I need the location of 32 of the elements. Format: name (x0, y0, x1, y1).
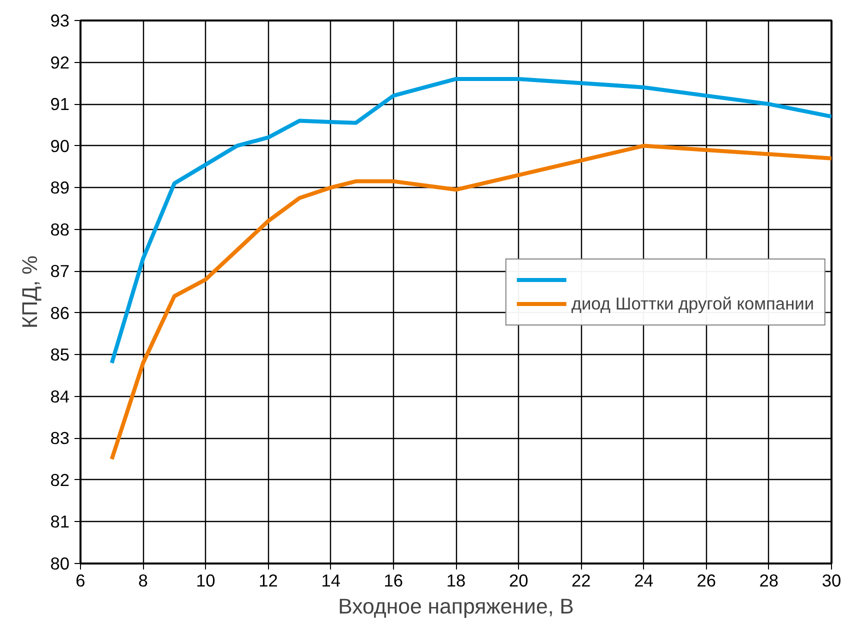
y-tick-label: 81 (50, 512, 70, 532)
y-tick-label: 93 (50, 10, 70, 30)
y-tick-label: 82 (50, 470, 70, 490)
y-tick-label: 84 (50, 386, 70, 406)
x-tick-label: 26 (696, 570, 716, 590)
legend-label: диод Шоттки другой компании (571, 293, 814, 314)
x-tick-label: 8 (138, 570, 148, 590)
x-tick-label: 14 (321, 570, 341, 590)
y-tick-label: 85 (50, 344, 70, 365)
y-tick-label: 89 (50, 178, 70, 198)
y-tick-label: 92 (50, 52, 70, 72)
x-axis-title: Входное напряжение, В (338, 594, 574, 618)
x-tick-label: 20 (508, 570, 528, 590)
x-tick-label: 28 (759, 570, 779, 590)
x-tick-label: 16 (384, 570, 404, 590)
y-tick-label: 83 (50, 428, 70, 448)
y-tick-label: 87 (50, 261, 70, 282)
y-axis-title: КПД, % (18, 255, 42, 329)
y-tick-label: 88 (50, 219, 70, 240)
x-tick-label: 12 (258, 570, 278, 590)
x-tick-label: 18 (446, 570, 466, 590)
x-tick-label: 6 (76, 570, 86, 590)
y-tick-label: 80 (50, 554, 70, 574)
x-tick-label: 30 (822, 570, 842, 590)
y-tick-label: 91 (50, 94, 70, 114)
x-tick-label: 24 (634, 570, 654, 590)
y-tick-label: 90 (50, 136, 70, 156)
line-series (110, 144, 832, 462)
y-tick-label: 86 (50, 302, 70, 323)
x-tick-label: 10 (196, 570, 216, 590)
line-series (110, 76, 832, 366)
x-tick-label: 22 (572, 570, 591, 590)
